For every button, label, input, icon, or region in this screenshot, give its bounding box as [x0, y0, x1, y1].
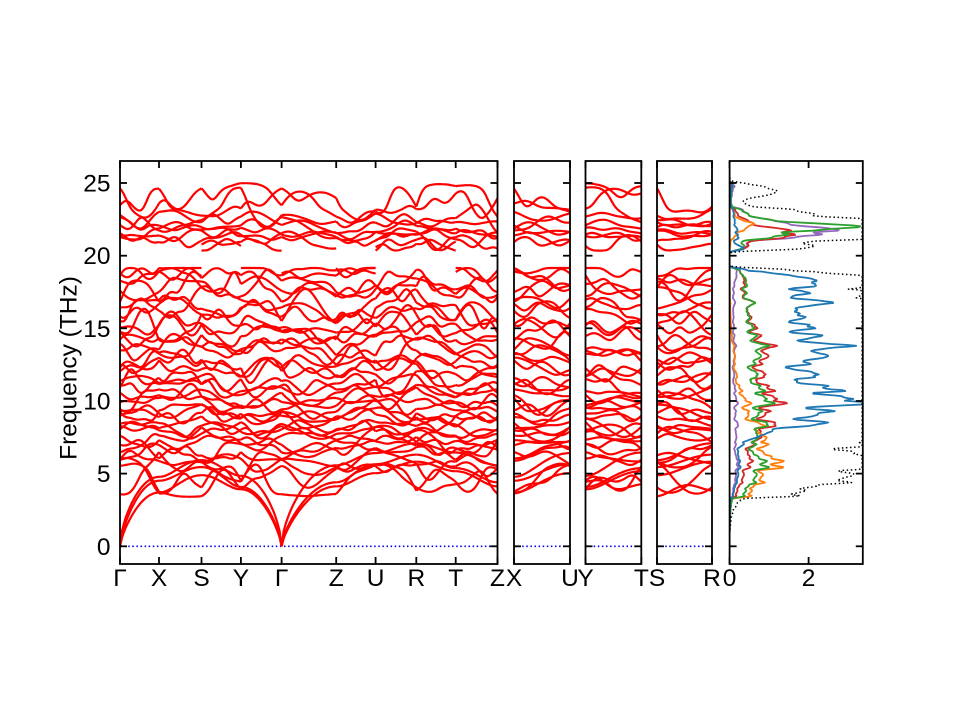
svg-text:Γ: Γ — [275, 565, 289, 592]
svg-text:S: S — [193, 565, 209, 592]
svg-text:Z: Z — [329, 565, 344, 592]
svg-text:10: 10 — [83, 388, 110, 415]
svg-text:U: U — [367, 565, 385, 592]
svg-text:Z: Z — [490, 565, 505, 592]
svg-text:S: S — [649, 565, 665, 592]
svg-text:2: 2 — [802, 565, 816, 592]
svg-text:R: R — [703, 565, 721, 592]
svg-text:X: X — [151, 565, 167, 592]
svg-text:0: 0 — [723, 565, 737, 592]
svg-text:R: R — [407, 565, 425, 592]
svg-text:25: 25 — [83, 170, 110, 197]
svg-text:Γ: Γ — [113, 565, 127, 592]
svg-text:X: X — [506, 565, 522, 592]
svg-text:5: 5 — [97, 461, 111, 488]
svg-text:Y: Y — [577, 565, 593, 592]
svg-text:U: U — [561, 565, 579, 592]
svg-text:T: T — [634, 565, 649, 592]
svg-text:Y: Y — [233, 565, 249, 592]
svg-text:0: 0 — [97, 534, 111, 561]
svg-text:20: 20 — [83, 243, 110, 270]
svg-text:T: T — [448, 565, 463, 592]
svg-text:Frequency (THz): Frequency (THz) — [56, 276, 83, 460]
svg-text:15: 15 — [83, 316, 110, 343]
